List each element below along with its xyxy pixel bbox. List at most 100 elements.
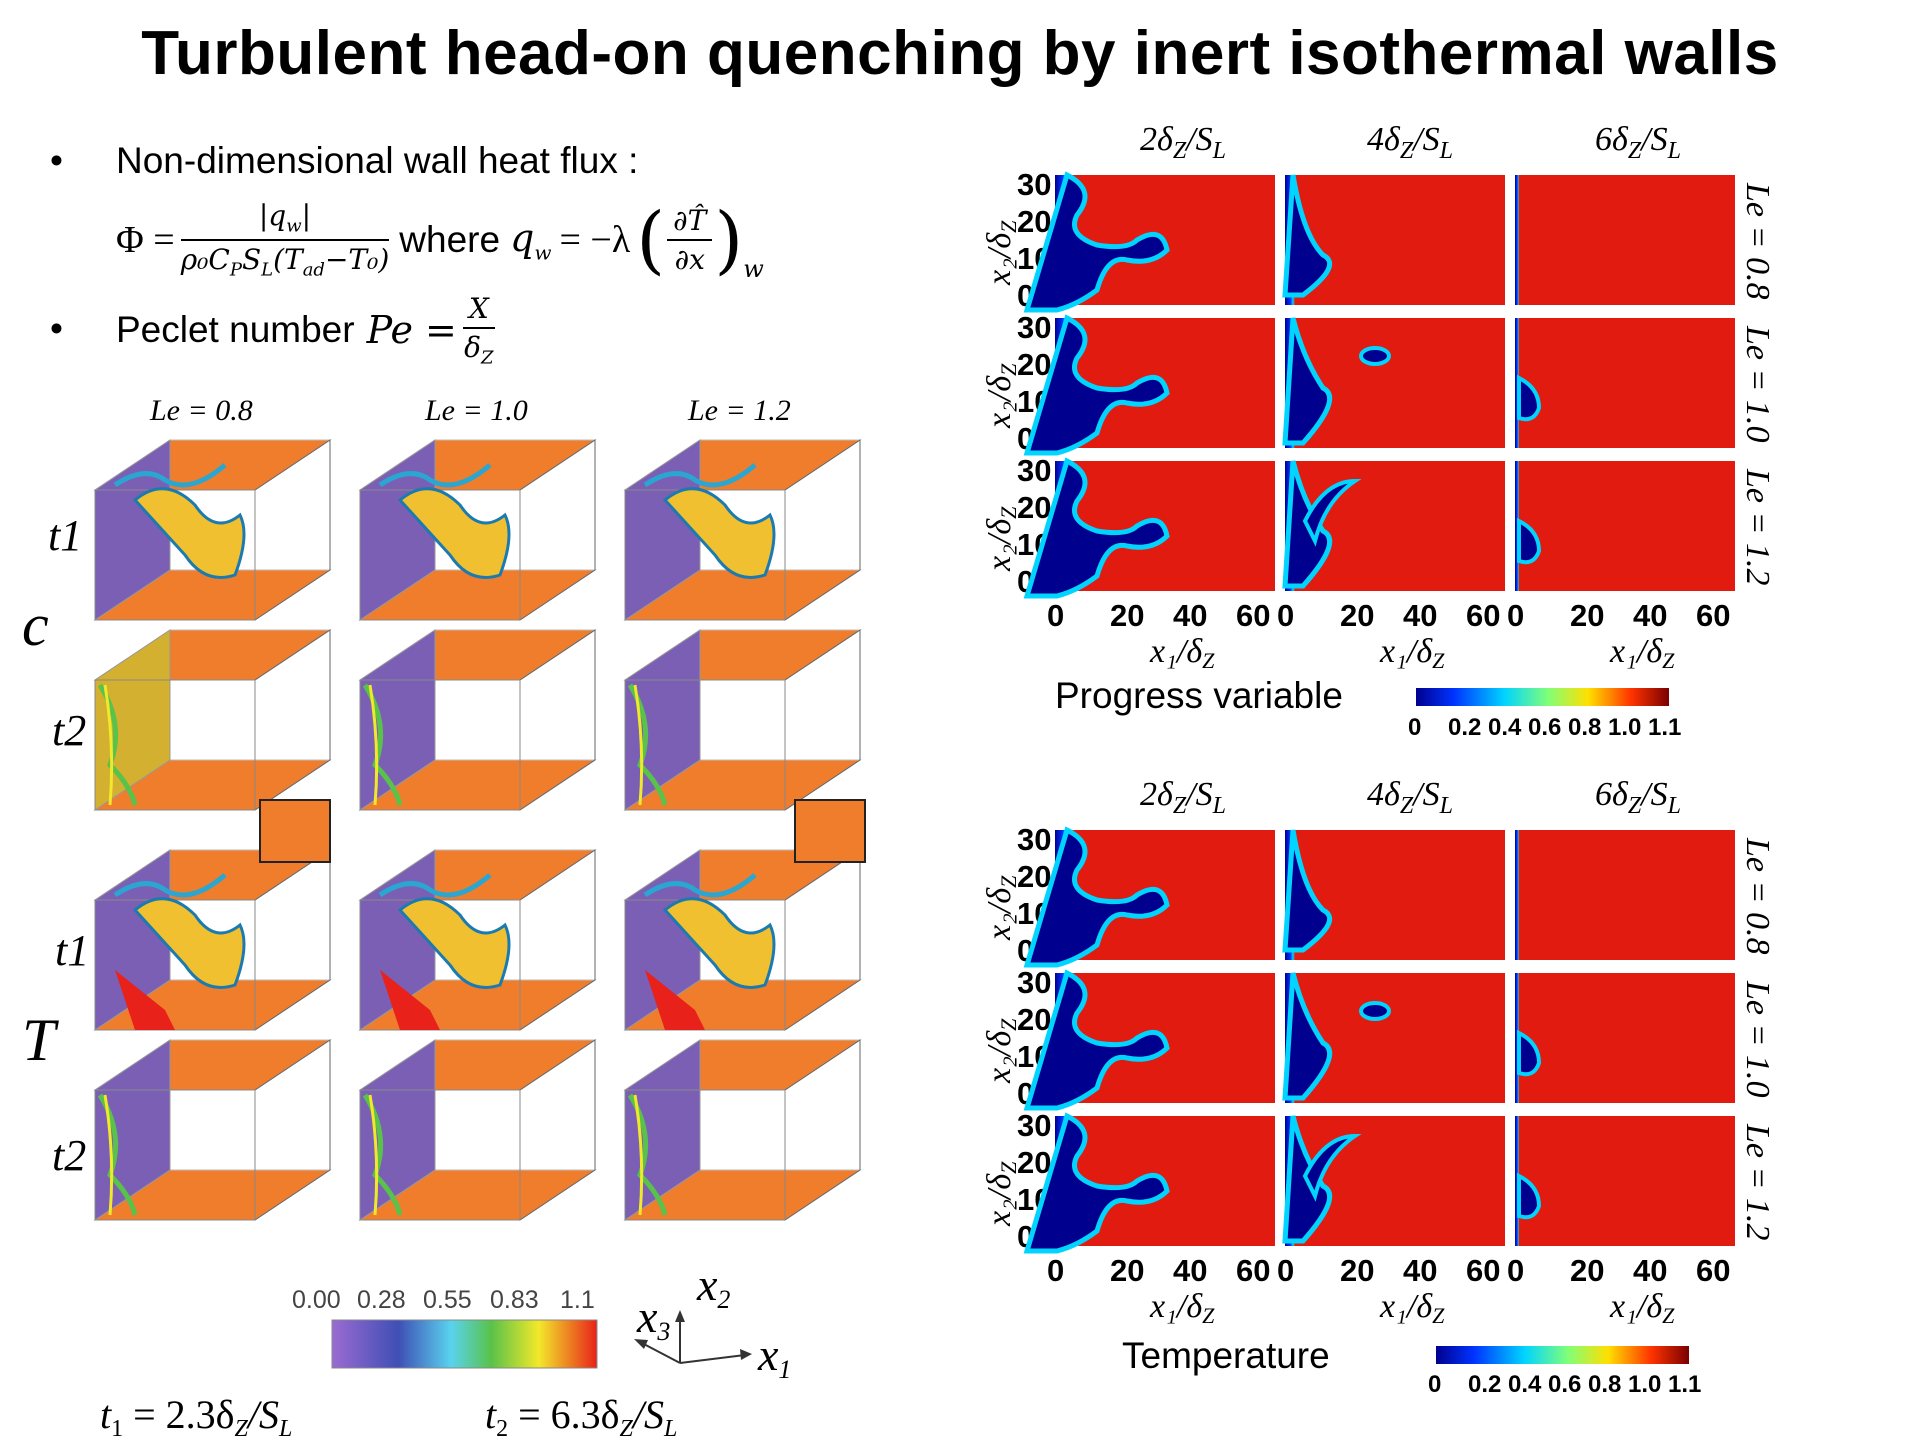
pe-denominator: δZ bbox=[464, 330, 494, 369]
svg-text:x1: x1 bbox=[757, 1329, 791, 1384]
col-header-temperature-1: 2δZ/SL bbox=[1140, 776, 1226, 819]
xtick: 0 bbox=[1507, 1253, 1524, 1288]
ytick: 30 bbox=[1017, 310, 1051, 345]
y-axis-label: x₂/δZ bbox=[981, 1161, 1021, 1227]
progress-colorbar bbox=[1416, 688, 1669, 706]
box-grid bbox=[93, 439, 866, 1221]
zoom-inset-2 bbox=[794, 799, 866, 863]
xtick: 40 bbox=[1633, 1253, 1667, 1288]
bullet-dot-2: • bbox=[50, 308, 63, 349]
xtick: 60 bbox=[1236, 598, 1270, 633]
xtick: 0 bbox=[1047, 598, 1064, 633]
deriv-denominator: ∂x bbox=[674, 243, 705, 276]
row-label-temperature-3: Le = 1.2 bbox=[1739, 1123, 1776, 1240]
left-cb-tick-0: 0.00 bbox=[292, 1286, 341, 1314]
box-r4-c2 bbox=[358, 1039, 597, 1221]
x-axis-label: x₁/δZ bbox=[1149, 633, 1215, 673]
y-axis-label: x₂/δZ bbox=[981, 363, 1021, 429]
y-axis-label: x₂/δZ bbox=[981, 220, 1021, 286]
temperature-colorbar-title: Temperature bbox=[1122, 1335, 1330, 1376]
y-axis-label: x₂/δZ bbox=[981, 506, 1021, 572]
cb-tick: 0.8 bbox=[1568, 714, 1601, 741]
qw-rhs: = −λ bbox=[559, 219, 631, 261]
deriv-subscript: w bbox=[743, 255, 764, 283]
cb-tick: 0.4 bbox=[1488, 714, 1522, 741]
xtick: 0 bbox=[1277, 598, 1294, 633]
panel-r2-c3 bbox=[1515, 318, 1735, 448]
xtick: 60 bbox=[1466, 1253, 1500, 1288]
paren-close: ) bbox=[714, 197, 744, 283]
cb-tick: 1.1 bbox=[1668, 1371, 1701, 1398]
left-cb-tick-4: 1.1 bbox=[560, 1286, 595, 1314]
col-header-progress-3: 6δZ/SL bbox=[1595, 121, 1681, 164]
panel-r3-c3 bbox=[1515, 461, 1735, 591]
x-axis-label: x₁/δZ bbox=[1379, 633, 1445, 673]
box-r3-c1 bbox=[93, 849, 332, 1031]
cb-tick: 1.1 bbox=[1648, 714, 1681, 741]
xtick: 0 bbox=[1507, 598, 1524, 633]
ytick: 20 bbox=[1017, 1002, 1051, 1037]
xtick: 40 bbox=[1403, 598, 1437, 633]
ytick: 30 bbox=[1017, 167, 1051, 202]
col-header-temperature-3: 6δZ/SL bbox=[1595, 776, 1681, 819]
box-r1-c2 bbox=[358, 439, 597, 621]
xtick: 40 bbox=[1173, 598, 1207, 633]
xtick: 20 bbox=[1570, 598, 1604, 633]
box-r2-c3 bbox=[623, 629, 862, 811]
left-3d-figure: Le = 0.8 Le = 1.0 Le = 1.2 t1 t2 t1 t2 c… bbox=[22, 394, 866, 1440]
row-label-progress-3: Le = 1.2 bbox=[1739, 468, 1776, 585]
xtick: 40 bbox=[1633, 598, 1667, 633]
cb-tick: 0.8 bbox=[1588, 1371, 1621, 1398]
ytick: 30 bbox=[1017, 1108, 1051, 1143]
phi-denominator: ρ₀CPSL(Tad−T₀) bbox=[180, 243, 390, 281]
pe-eq: Pe = bbox=[366, 308, 457, 352]
xtick: 20 bbox=[1110, 598, 1144, 633]
panel-r1-c2 bbox=[1285, 175, 1505, 305]
peclet-label: Peclet number bbox=[116, 309, 355, 350]
ytick: 30 bbox=[1017, 965, 1051, 1000]
box-r1-c1 bbox=[93, 439, 332, 621]
x-axis-label: x₁/δZ bbox=[1609, 1288, 1675, 1328]
xtick: 40 bbox=[1403, 1253, 1437, 1288]
peclet-line: Peclet number Pe = X δZ bbox=[116, 290, 501, 370]
phi-symbol: Φ = bbox=[116, 219, 175, 261]
panel-r1-c2 bbox=[1285, 830, 1505, 960]
cb-tick: 1.0 bbox=[1628, 1371, 1661, 1398]
svg-text:x2: x2 bbox=[696, 1259, 730, 1314]
x-axis-label: x₁/δZ bbox=[1379, 1288, 1445, 1328]
left-colorbar bbox=[331, 1319, 598, 1369]
left-col-label-1: Le = 0.8 bbox=[149, 394, 253, 427]
row-label-T-t1: t1 bbox=[55, 926, 89, 975]
zoom-inset-1 bbox=[259, 799, 331, 863]
t2-definition: t2 = 6.3δZ/SL bbox=[485, 1392, 677, 1440]
bullet-dot-1: • bbox=[50, 140, 63, 181]
ytick: 20 bbox=[1017, 347, 1051, 382]
phi-fraction: |qw| ρ₀CPSL(Tad−T₀) bbox=[180, 199, 390, 281]
group-label-c: c bbox=[22, 592, 49, 658]
row-label-c-t2: t2 bbox=[52, 706, 86, 755]
col-header-temperature-2: 4δZ/SL bbox=[1367, 776, 1453, 819]
panel-r2-c3 bbox=[1515, 973, 1735, 1103]
heat-flux-equation: Φ = |qw| ρ₀CPSL(Tad−T₀) where qw = −λ ( … bbox=[116, 195, 764, 285]
progress-colorbar-title: Progress variable bbox=[1055, 675, 1343, 716]
xtick: 40 bbox=[1173, 1253, 1207, 1288]
left-cb-tick-1: 0.28 bbox=[357, 1286, 406, 1314]
y-axis-label: x₂/δZ bbox=[981, 875, 1021, 941]
col-header-progress-1: 2δZ/SL bbox=[1140, 121, 1226, 164]
panel-r1-c3 bbox=[1515, 830, 1735, 960]
box-r3-c3 bbox=[623, 849, 862, 1031]
ytick: 20 bbox=[1017, 204, 1051, 239]
svg-text:x3: x3 bbox=[636, 1291, 670, 1346]
ytick: 20 bbox=[1017, 859, 1051, 894]
slide-title: Turbulent head-on quenching by inert iso… bbox=[141, 19, 1779, 88]
cb-tick: 0.6 bbox=[1528, 714, 1561, 741]
deriv-fraction: ∂T̂ ∂x bbox=[667, 204, 713, 276]
left-cb-tick-2: 0.55 bbox=[423, 1286, 472, 1314]
row-label-temperature-2: Le = 1.0 bbox=[1739, 980, 1776, 1097]
xtick: 60 bbox=[1466, 598, 1500, 633]
box-r1-c3 bbox=[623, 439, 862, 621]
cb-tick: 0 bbox=[1428, 1371, 1441, 1398]
group-label-T: T bbox=[22, 1007, 59, 1073]
xtick: 20 bbox=[1340, 598, 1374, 633]
